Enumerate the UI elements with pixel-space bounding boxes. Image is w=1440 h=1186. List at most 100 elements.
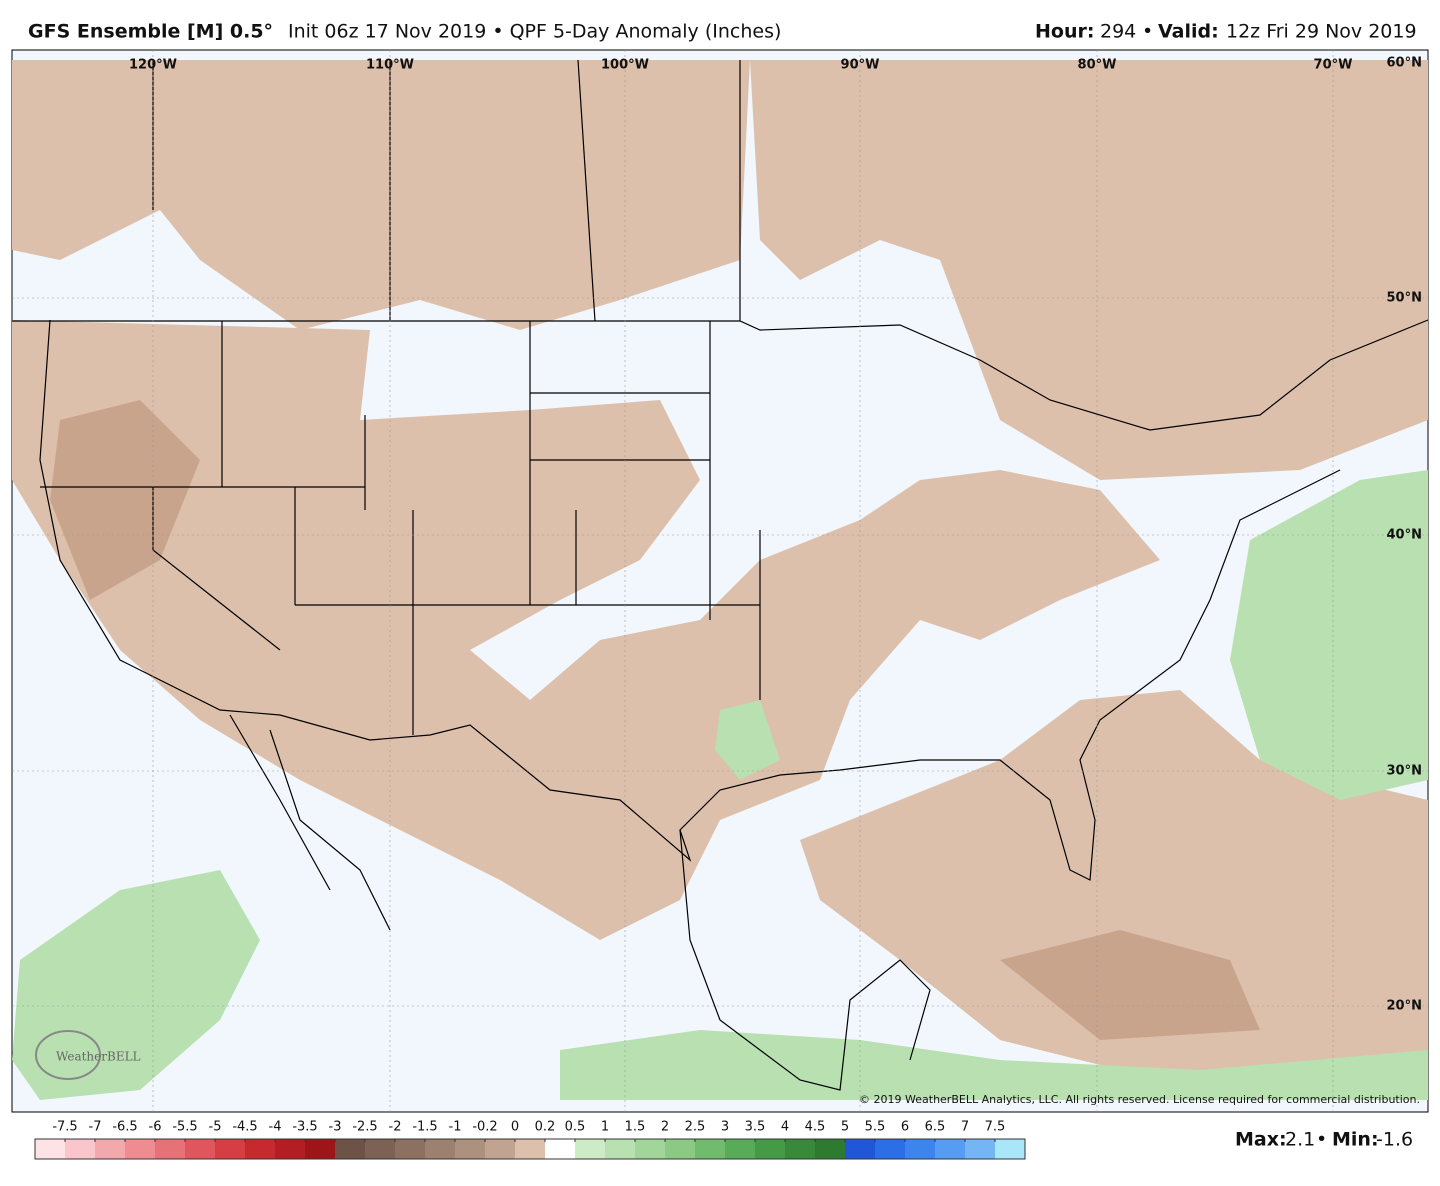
colorbar-tick-label: -3.5 [292, 1120, 317, 1135]
colorbar-bin [395, 1139, 425, 1159]
lon-label: 90°W [841, 58, 880, 73]
colorbar-bin [485, 1139, 515, 1159]
colorbar: -7.5 -7 -6.5 -6 -5.5 -5 -4.5 -4 -3.5 -3 -2.5 -2 -1.5… [34, 1120, 1026, 1160]
valid-label: Valid: [1158, 21, 1219, 43]
colorbar-bin [755, 1139, 785, 1159]
max-label: Max: [1235, 1129, 1287, 1151]
colorbar-bin [965, 1139, 995, 1159]
description: Init 06z 17 Nov 2019 • QPF 5-Day Anomaly… [288, 21, 781, 43]
map: 120°W 110°W 100°W 90°W 80°W 70°W 60°N 50… [11, 49, 1429, 1113]
lat-label: 60°N [1387, 56, 1422, 71]
min-label: Min: [1332, 1129, 1379, 1151]
anomaly-wet [1230, 470, 1428, 800]
anomaly-dry [800, 690, 1428, 1090]
colorbar-bin [335, 1139, 365, 1159]
colorbar-frame [34, 1138, 1026, 1160]
colorbar-bin [875, 1139, 905, 1159]
anomaly-dry [12, 320, 1160, 940]
colorbar-bin [995, 1139, 1025, 1159]
lon-label: 120°W [129, 58, 177, 73]
valid: 12z Fri 29 Nov 2019 [1226, 21, 1417, 43]
colorbar-tick-label: -7 [89, 1120, 102, 1135]
anomaly-dry [12, 60, 750, 330]
colorbar-bin [605, 1139, 635, 1159]
lat-label: 20°N [1387, 999, 1422, 1014]
colorbar-tick-label: 6.5 [925, 1120, 946, 1135]
colorbar-bin [95, 1139, 125, 1159]
colorbar-tick-label: 3.5 [745, 1120, 766, 1135]
colorbar-tick-label: 4 [781, 1120, 789, 1135]
lon-label: 100°W [601, 58, 649, 73]
copyright: © 2019 WeatherBELL Analytics, LLC. All r… [859, 1093, 1420, 1106]
colorbar-tick-label: 1.5 [625, 1120, 646, 1135]
colorbar-tick-label: 1 [601, 1120, 609, 1135]
graticule [12, 50, 1428, 1112]
colorbar-tick-label: 5 [841, 1120, 849, 1135]
colorbar-bin [365, 1139, 395, 1159]
lon-label: 110°W [366, 58, 414, 73]
colorbar-tick-label: 2.5 [685, 1120, 706, 1135]
colorbar-tick-label: 4.5 [805, 1120, 826, 1135]
colorbar-tick-label: -5 [209, 1120, 222, 1135]
anomaly-dry [750, 60, 1428, 480]
colorbar-bin [905, 1139, 935, 1159]
hour: 294 [1100, 21, 1136, 43]
colorbar-tick-label: 3 [721, 1120, 729, 1135]
colorbar-tick-label: -2 [389, 1120, 402, 1135]
colorbar-bin [125, 1139, 155, 1159]
colorbar-bin [155, 1139, 185, 1159]
colorbar-tick-label: -4.5 [232, 1120, 257, 1135]
colorbar-tick-label: -0.2 [472, 1120, 497, 1135]
colorbar-bin [665, 1139, 695, 1159]
colorbar-bin [425, 1139, 455, 1159]
hour-label: Hour: [1035, 21, 1094, 43]
lat-label: 50°N [1387, 291, 1422, 306]
bullet: • [1316, 1129, 1327, 1151]
colorbar-tick-label: 0.5 [565, 1120, 586, 1135]
colorbar-tick-label: 5.5 [865, 1120, 886, 1135]
lon-label: 80°W [1078, 58, 1117, 73]
colorbar-bin [305, 1139, 335, 1159]
colorbar-bin [35, 1139, 65, 1159]
colorbar-bin [185, 1139, 215, 1159]
model: GFS Ensemble [M] 0.5° [28, 21, 273, 43]
colorbar-bin [455, 1139, 485, 1159]
colorbar-tick-label: 7.5 [985, 1120, 1006, 1135]
colorbar-tick-label: -6 [149, 1120, 162, 1135]
colorbar-bin [515, 1139, 545, 1159]
colorbar-tick-label: 0.2 [535, 1120, 556, 1135]
colorbar-bin [245, 1139, 275, 1159]
colorbar-bin [275, 1139, 305, 1159]
colorbar-bin [785, 1139, 815, 1159]
colorbar-bin [635, 1139, 665, 1159]
colorbar-bin [65, 1139, 95, 1159]
colorbar-tick-label: 6 [901, 1120, 909, 1135]
logo: WeatherBELL [56, 1050, 141, 1064]
colorbar-bin [215, 1139, 245, 1159]
colorbar-bin [725, 1139, 755, 1159]
colorbar-tick-label: -5.5 [172, 1120, 197, 1135]
anomaly-wet [12, 870, 260, 1100]
colorbar-bin [935, 1139, 965, 1159]
colorbar-tick-label: 2 [661, 1120, 669, 1135]
colorbar-bin [695, 1139, 725, 1159]
anomaly-dry-strong [50, 400, 200, 600]
lon-label: 70°W [1314, 58, 1353, 73]
lat-labels: 60°N 50°N 40°N 30°N 20°N [1387, 56, 1422, 1014]
colorbar-tick-label: 7 [961, 1120, 969, 1135]
colorbar-bin [815, 1139, 845, 1159]
colorbar-bin [845, 1139, 875, 1159]
colorbar-tick-label: -4 [269, 1120, 282, 1135]
max: 2.1 [1285, 1129, 1315, 1151]
lat-label: 30°N [1387, 764, 1422, 779]
anomaly-wet [715, 700, 780, 780]
colorbar-tick-label: -6.5 [112, 1120, 137, 1135]
logo-swirl [35, 1030, 101, 1080]
colorbar-bin [575, 1139, 605, 1159]
colorbar-tick-label: -1.5 [412, 1120, 437, 1135]
colorbar-tick-label: 0 [511, 1120, 519, 1135]
colorbar-bin [545, 1139, 575, 1159]
bullet: • [1142, 21, 1153, 43]
lat-label: 40°N [1387, 528, 1422, 543]
